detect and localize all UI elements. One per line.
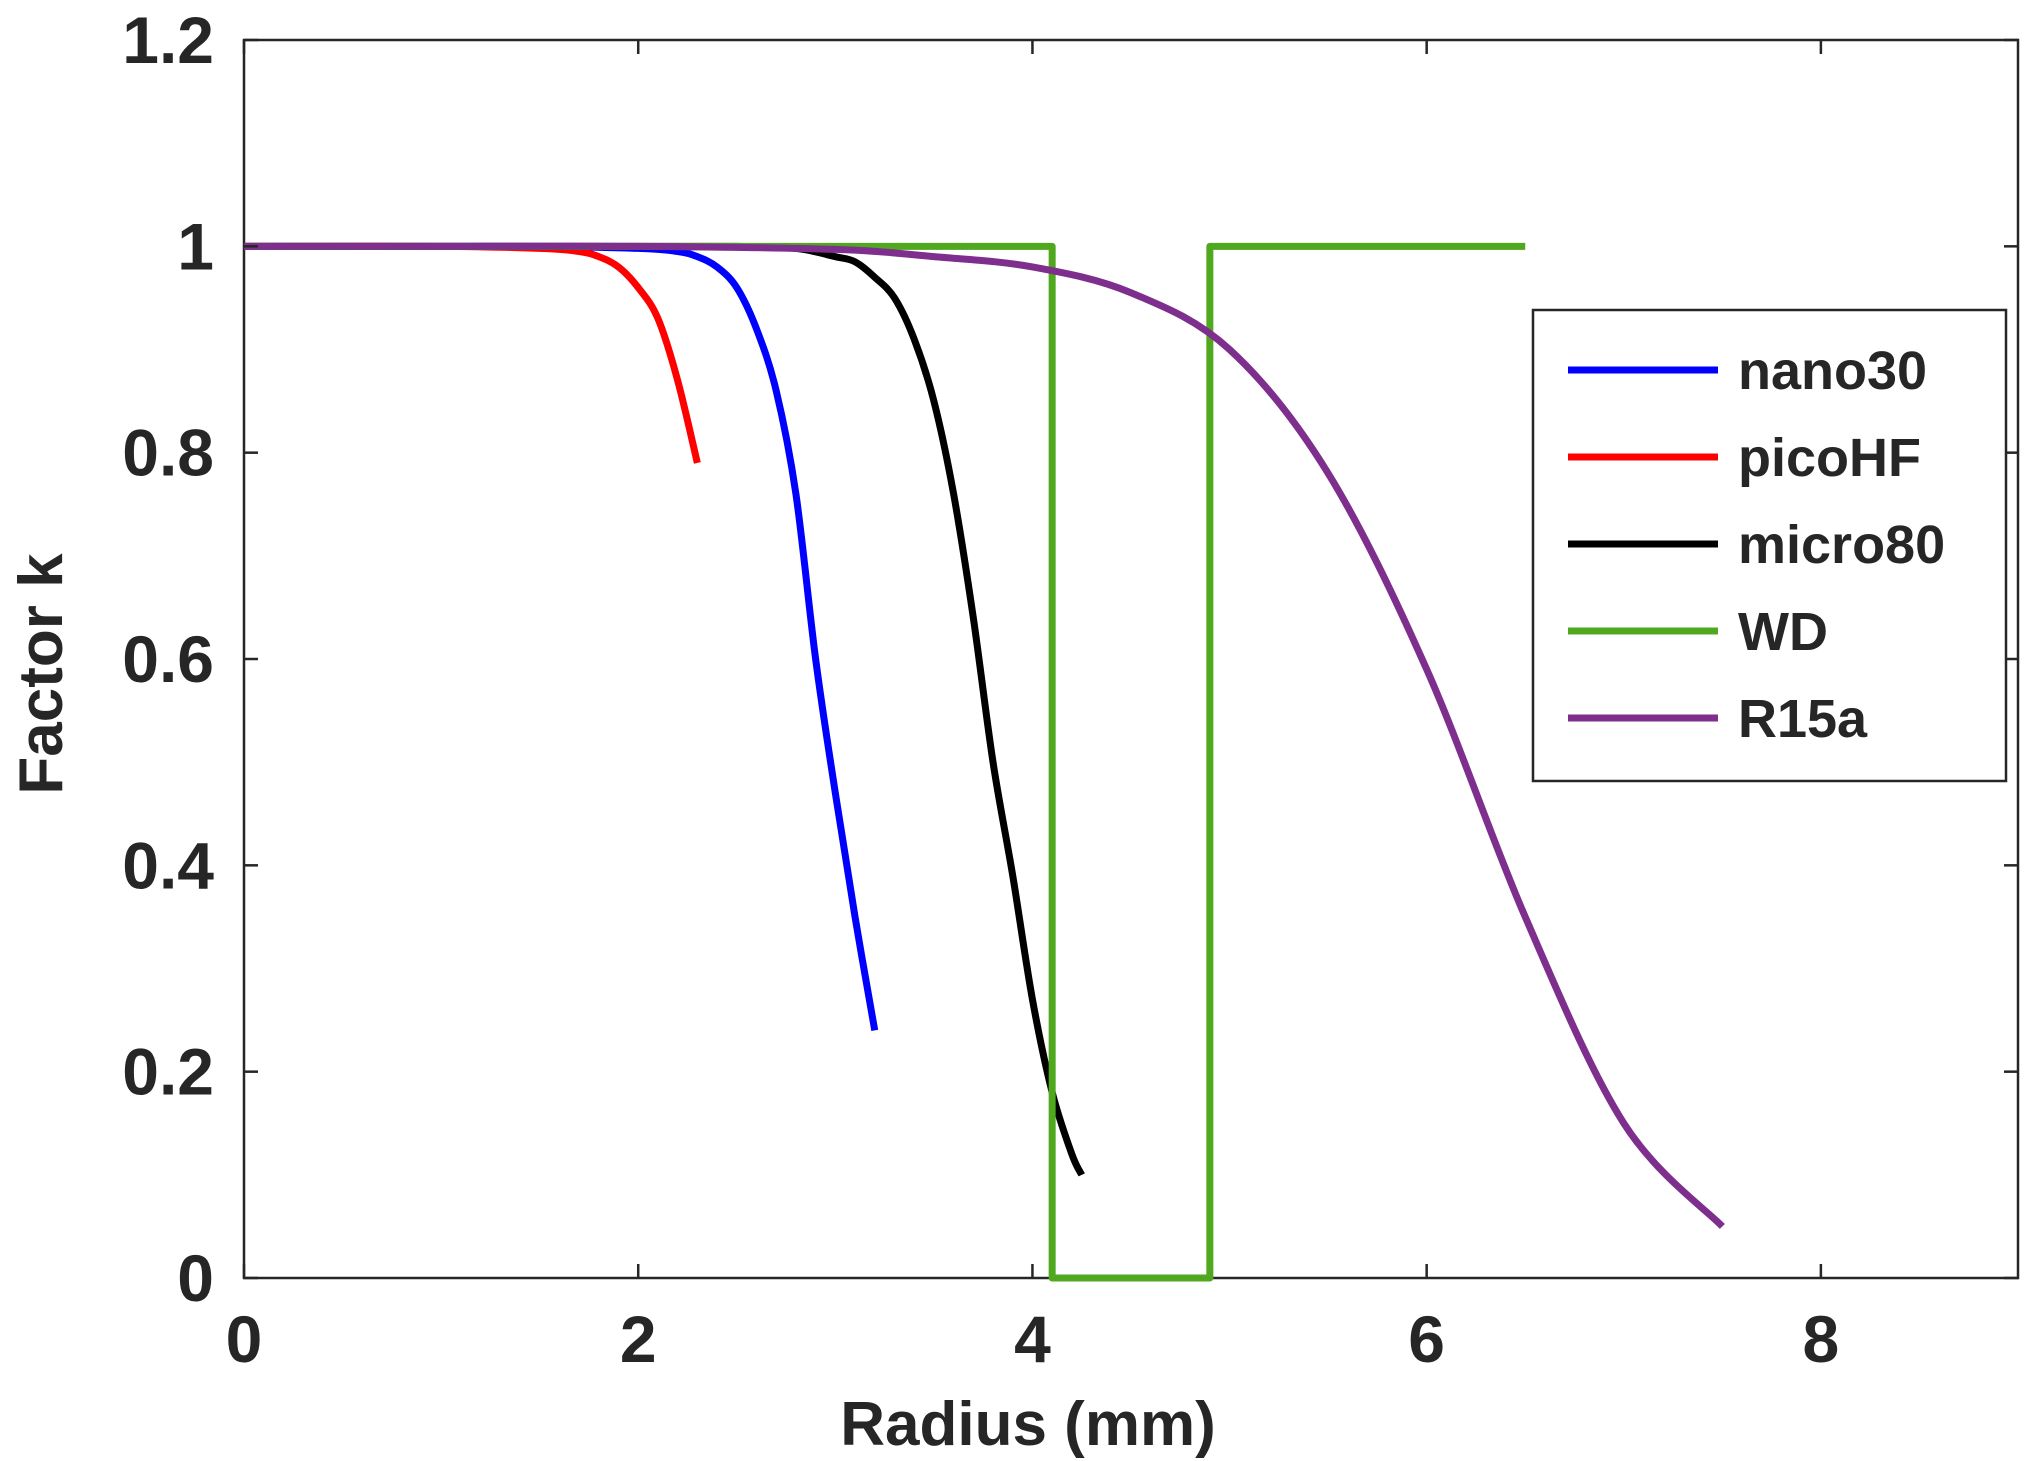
series-line-wd — [244, 242, 1526, 1282]
x-tick-label: 0 — [226, 1302, 263, 1376]
legend: nano30 picoHF micro80 WD R15a — [1531, 308, 2008, 783]
y-tick-label: 0.2 — [122, 1035, 214, 1109]
series-line-r15a — [244, 242, 1725, 1229]
legend-label-wd: WD — [1738, 602, 1828, 662]
legend-label-picohf: picoHF — [1738, 428, 1921, 488]
y-tick-label: 0 — [177, 1241, 214, 1315]
legend-label-r15a: R15a — [1738, 689, 1868, 749]
ticks-layer: 0 2 4 6 8 0 0.2 0.4 0.6 0.8 1 1.2 — [122, 3, 2018, 1376]
x-tick-label: 4 — [1014, 1302, 1051, 1376]
y-tick-label: 1 — [177, 209, 214, 283]
x-tick-label: 2 — [620, 1302, 657, 1376]
x-tick-label: 6 — [1408, 1302, 1445, 1376]
x-tick-label: 8 — [1803, 1302, 1840, 1376]
y-tick-label: 0.8 — [122, 416, 214, 490]
y-tick-label: 1.2 — [122, 3, 214, 77]
legend-label-nano30: nano30 — [1738, 341, 1927, 401]
y-tick-label: 0.6 — [122, 622, 214, 696]
y-tick-label: 0.4 — [122, 828, 214, 902]
x-axis-title: Radius (mm) — [840, 1390, 1215, 1459]
series-layer — [243, 242, 1725, 1282]
legend-label-micro80: micro80 — [1738, 515, 1945, 575]
y-axis-title: Factor k — [7, 553, 76, 795]
